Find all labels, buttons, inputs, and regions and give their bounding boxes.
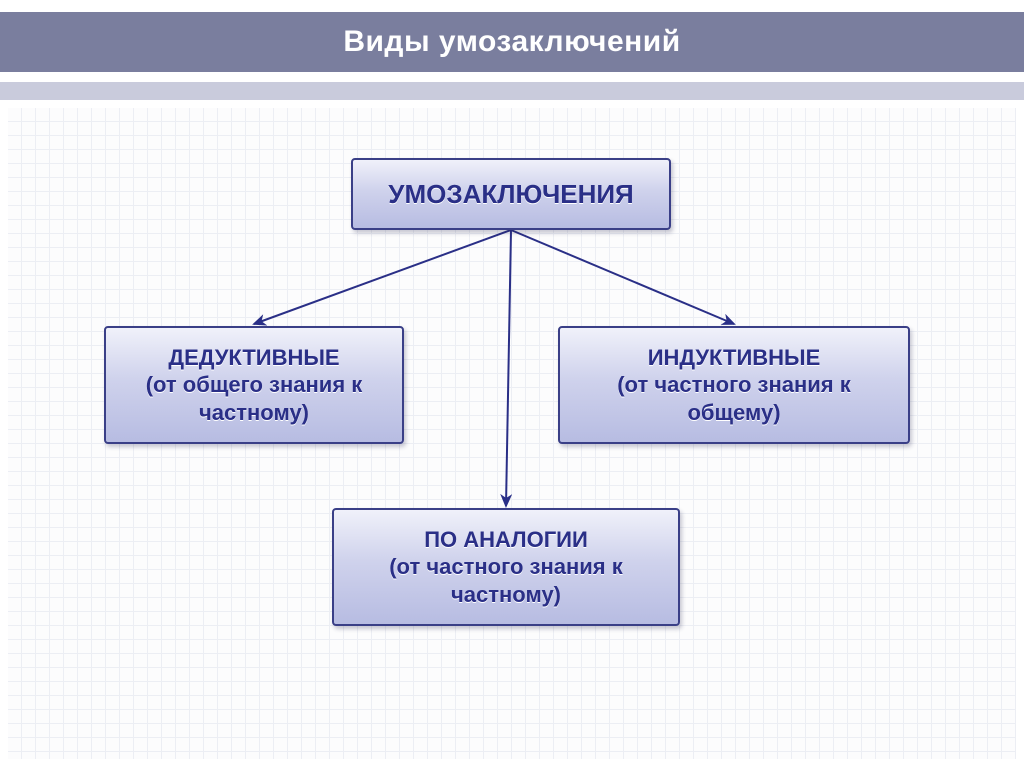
slide: Виды умозаключений УМОЗАКЛЮЧЕНИЯ ДЕДУКТИ… (0, 0, 1024, 767)
node-deductive-title: ДЕДУКТИВНЫЕ (168, 344, 339, 372)
node-inductive: ИНДУКТИВНЫЕ (от частного знания к общему… (558, 326, 910, 444)
subheader-bar (0, 82, 1024, 100)
node-analogy-sub: (от частного знания к частному) (342, 553, 670, 608)
edge (254, 230, 511, 324)
node-root: УМОЗАКЛЮЧЕНИЯ (351, 158, 671, 230)
header-bar: Виды умозаключений (0, 12, 1024, 72)
node-deductive: ДЕДУКТИВНЫЕ (от общего знания к частному… (104, 326, 404, 444)
edge (506, 230, 511, 506)
header-band: Виды умозаключений (0, 0, 1024, 108)
node-deductive-sub: (от общего знания к частному) (114, 371, 394, 426)
node-inductive-sub: (от частного знания к общему) (568, 371, 900, 426)
content-area: УМОЗАКЛЮЧЕНИЯ ДЕДУКТИВНЫЕ (от общего зна… (8, 108, 1016, 759)
node-analogy: ПО АНАЛОГИИ (от частного знания к частно… (332, 508, 680, 626)
node-analogy-title: ПО АНАЛОГИИ (424, 526, 588, 554)
edge (511, 230, 734, 324)
slide-title: Виды умозаключений (343, 25, 680, 59)
node-root-title: УМОЗАКЛЮЧЕНИЯ (388, 178, 633, 211)
node-inductive-title: ИНДУКТИВНЫЕ (648, 344, 821, 372)
